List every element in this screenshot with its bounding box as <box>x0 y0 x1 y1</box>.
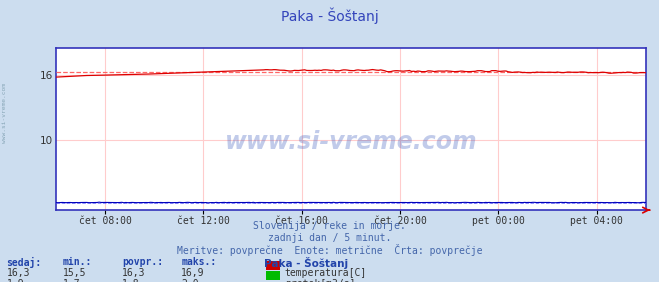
Text: Paka - Šoštanj: Paka - Šoštanj <box>281 7 378 24</box>
Text: zadnji dan / 5 minut.: zadnji dan / 5 minut. <box>268 233 391 243</box>
Text: Slovenija / reke in morje.: Slovenija / reke in morje. <box>253 221 406 231</box>
Text: povpr.:: povpr.: <box>122 257 163 267</box>
Text: pretok[m3/s]: pretok[m3/s] <box>285 279 355 282</box>
Text: Paka - Šoštanj: Paka - Šoštanj <box>264 257 348 269</box>
Text: www.si-vreme.com: www.si-vreme.com <box>225 130 477 154</box>
Text: 1,9: 1,9 <box>7 279 24 282</box>
Text: 1,7: 1,7 <box>63 279 80 282</box>
Text: 16,3: 16,3 <box>7 268 30 278</box>
Text: maks.:: maks.: <box>181 257 216 267</box>
Text: www.si-vreme.com: www.si-vreme.com <box>2 83 7 143</box>
Text: temperatura[C]: temperatura[C] <box>285 268 367 278</box>
Text: 15,5: 15,5 <box>63 268 86 278</box>
Text: 1,8: 1,8 <box>122 279 140 282</box>
Text: Meritve: povprečne  Enote: metrične  Črta: povprečje: Meritve: povprečne Enote: metrične Črta:… <box>177 244 482 256</box>
Text: 16,3: 16,3 <box>122 268 146 278</box>
Text: 16,9: 16,9 <box>181 268 205 278</box>
Text: sedaj:: sedaj: <box>7 257 42 268</box>
Text: 2,0: 2,0 <box>181 279 199 282</box>
Text: min.:: min.: <box>63 257 92 267</box>
